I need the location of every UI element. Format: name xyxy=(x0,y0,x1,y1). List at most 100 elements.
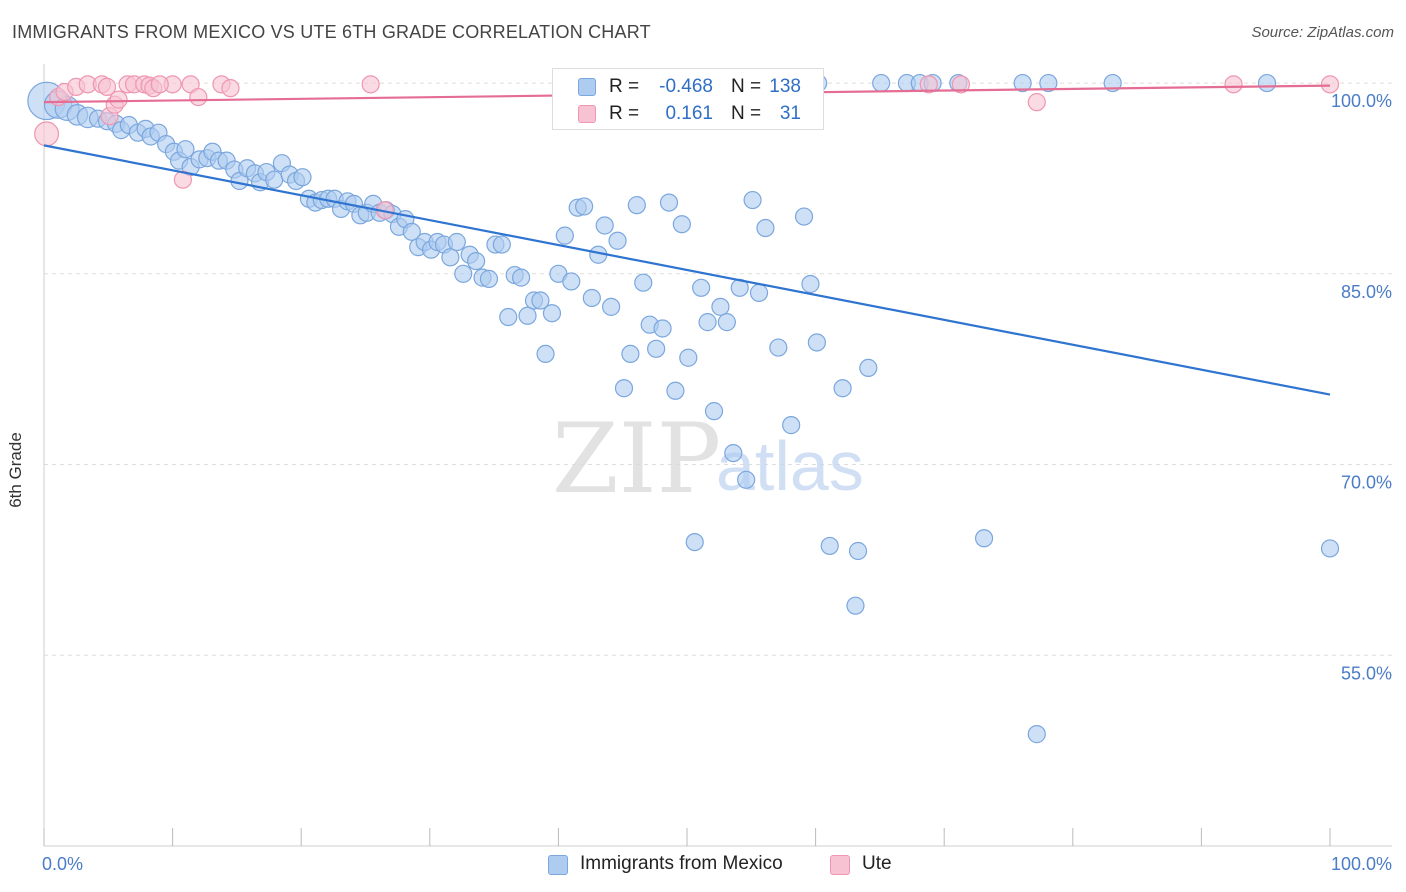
stats-row-mexico: R = -0.468 N = 138 xyxy=(553,73,823,101)
data-point-mexico xyxy=(634,273,653,292)
data-point-mexico xyxy=(479,269,499,288)
legend-label: Immigrants from Mexico xyxy=(580,853,783,874)
n-label: N = xyxy=(731,103,762,124)
stats-swatch-ute xyxy=(578,105,596,123)
data-point-mexico xyxy=(466,251,486,271)
trend-line-mexico xyxy=(43,144,1331,396)
data-point-mexico xyxy=(582,288,601,308)
data-point-mexico xyxy=(659,193,679,212)
data-point-mexico xyxy=(265,170,284,189)
data-point-mexico xyxy=(608,231,627,250)
data-point-mexico xyxy=(454,264,473,283)
data-point-mexico xyxy=(782,416,801,435)
legend: Immigrants from Mexico Ute xyxy=(0,852,1406,878)
data-point-mexico xyxy=(737,470,756,489)
data-point-mexico xyxy=(711,297,730,316)
data-point-mexico xyxy=(627,196,646,215)
data-point-mexico xyxy=(848,541,868,561)
data-point-ute xyxy=(361,75,380,94)
data-point-mexico xyxy=(621,344,640,364)
data-point-mexico xyxy=(602,297,621,316)
data-point-mexico xyxy=(1257,73,1277,93)
data-point-mexico xyxy=(666,381,685,400)
data-point-mexico xyxy=(536,344,555,364)
data-point-ute xyxy=(1224,75,1243,94)
data-point-ute xyxy=(1027,93,1046,112)
data-point-mexico xyxy=(595,216,614,235)
data-point-mexico xyxy=(531,291,550,310)
y-axis-label: 6th Grade xyxy=(6,432,25,508)
r-label: R = xyxy=(609,103,640,124)
y-tick-label: 70.0% xyxy=(1341,473,1392,493)
data-point-mexico xyxy=(555,226,574,245)
data-point-ute xyxy=(951,75,971,94)
data-point-mexico xyxy=(518,306,537,325)
x-tick-label: 0.0% xyxy=(42,854,83,874)
y-tick-label: 100.0% xyxy=(1331,91,1392,111)
data-point-mexico xyxy=(492,235,511,254)
r-label: R = xyxy=(609,76,640,97)
data-point-mexico xyxy=(743,190,762,210)
data-point-mexico xyxy=(692,278,711,297)
data-point-ute xyxy=(919,75,938,94)
data-point-mexico xyxy=(542,304,562,323)
data-point-mexico xyxy=(749,283,769,302)
data-point-mexico xyxy=(717,313,736,332)
data-point-mexico xyxy=(176,140,195,159)
r-value: 0.161 xyxy=(665,103,713,124)
data-point-mexico xyxy=(562,272,581,291)
legend-label: Ute xyxy=(862,853,892,874)
data-point-mexico xyxy=(447,232,466,252)
data-point-mexico xyxy=(704,402,724,421)
data-point-ute xyxy=(150,75,169,94)
data-point-mexico xyxy=(1320,539,1340,558)
data-point-mexico xyxy=(575,197,594,216)
data-point-mexico xyxy=(872,73,891,93)
data-point-ute xyxy=(221,79,240,98)
stats-row-ute: R = 0.161 N = 31 xyxy=(553,100,823,128)
data-point-ute xyxy=(1320,75,1340,94)
legend-swatch-ute xyxy=(830,855,850,875)
data-point-mexico xyxy=(672,215,691,234)
data-point-mexico xyxy=(293,168,312,187)
x-tick-label: 100.0% xyxy=(1331,854,1392,874)
data-point-mexico xyxy=(833,379,852,398)
data-point-mexico xyxy=(512,268,531,287)
data-point-ute xyxy=(189,87,208,107)
source-label: Source: ZipAtlas.com xyxy=(1251,24,1394,41)
chart-title: IMMIGRANTS FROM MEXICO VS UTE 6TH GRADE … xyxy=(12,22,651,42)
y-tick-label: 55.0% xyxy=(1341,663,1392,683)
y-tick-label: 85.0% xyxy=(1341,282,1392,302)
n-value: 31 xyxy=(779,103,801,124)
data-point-mexico xyxy=(801,274,820,294)
data-point-mexico xyxy=(1039,73,1058,93)
r-value: -0.468 xyxy=(659,76,713,97)
data-point-mexico xyxy=(653,319,672,338)
data-point-mexico xyxy=(794,207,814,226)
data-point-mexico xyxy=(724,443,743,463)
data-point-mexico xyxy=(1013,73,1032,93)
data-point-mexico xyxy=(647,339,666,358)
data-point-mexico xyxy=(679,348,698,367)
data-point-mexico xyxy=(859,358,878,377)
data-point-mexico xyxy=(441,248,460,267)
stats-box: R = -0.468 N = 138 R = 0.161 N = 31 xyxy=(552,68,824,130)
data-point-mexico xyxy=(807,333,826,352)
data-point-mexico xyxy=(402,222,421,241)
data-point-ute xyxy=(34,121,60,147)
data-point-ute xyxy=(97,77,117,96)
n-value: 138 xyxy=(769,76,801,97)
data-point-mexico xyxy=(1027,725,1046,744)
data-point-mexico xyxy=(846,596,865,615)
data-point-mexico xyxy=(698,313,717,332)
data-point-mexico xyxy=(499,307,518,327)
data-point-ute xyxy=(109,90,128,109)
data-point-mexico xyxy=(756,218,775,238)
watermark-atlas: atlas xyxy=(716,427,864,505)
data-point-mexico xyxy=(974,529,994,548)
stats-swatch-mexico xyxy=(578,78,596,96)
data-point-mexico xyxy=(614,379,634,398)
data-point-mexico xyxy=(820,536,839,556)
data-point-mexico xyxy=(769,338,788,357)
